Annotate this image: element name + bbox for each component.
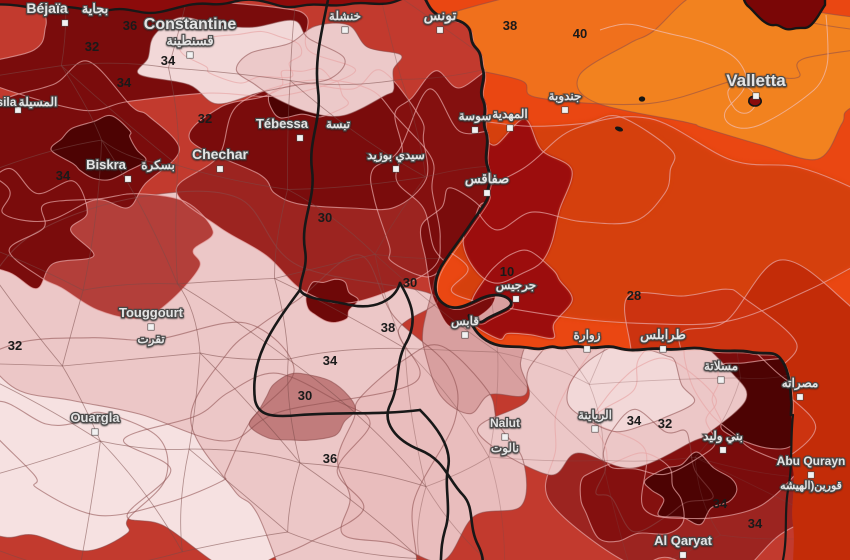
svg-text:بسكرة: بسكرة: [141, 158, 175, 173]
svg-text:32: 32: [85, 39, 99, 54]
svg-text:خنشلة: خنشلة: [329, 9, 361, 23]
svg-text:38: 38: [381, 320, 395, 335]
svg-text:Béjaïa: Béjaïa: [26, 0, 67, 16]
svg-text:36: 36: [123, 18, 137, 33]
svg-text:36: 36: [323, 451, 337, 466]
svg-text:Al Qaryat: Al Qaryat: [654, 533, 712, 548]
svg-text:نالوت: نالوت: [491, 441, 519, 456]
svg-text:10: 10: [500, 264, 514, 279]
svg-text:28: 28: [627, 288, 641, 303]
svg-text:34: 34: [713, 496, 728, 511]
svg-text:المهدية: المهدية: [492, 107, 528, 122]
svg-text:34: 34: [323, 353, 338, 368]
svg-text:جرجيس: جرجيس: [496, 278, 536, 293]
svg-text:40: 40: [573, 26, 587, 41]
svg-text:Ouargla: Ouargla: [70, 410, 120, 425]
svg-text:34: 34: [627, 413, 642, 428]
svg-text:جندوبة: جندوبة: [549, 89, 582, 104]
svg-text:Abu Qurayn: Abu Qurayn: [777, 454, 846, 468]
svg-text:تونس: تونس: [424, 7, 457, 24]
svg-text:Touggourt: Touggourt: [119, 305, 184, 320]
svg-text:طرابلس: طرابلس: [640, 327, 686, 343]
svg-text:مسلاتة: مسلاتة: [704, 359, 738, 373]
svg-text:الرياينة: الرياينة: [578, 408, 612, 423]
svg-text:صفاقس: صفاقس: [465, 171, 509, 187]
svg-text:34: 34: [117, 75, 132, 90]
svg-text:سوسة: سوسة: [459, 109, 492, 124]
svg-text:سيدي بوزيد: سيدي بوزيد: [367, 148, 425, 163]
svg-text:المسيلة: المسيلة: [19, 95, 58, 109]
svg-text:30: 30: [298, 388, 312, 403]
svg-text:قورين(الهيشه: قورين(الهيشه: [780, 480, 842, 492]
svg-text:Nalut: Nalut: [490, 416, 520, 430]
svg-text:زوارة: زوارة: [573, 328, 600, 343]
svg-text:30: 30: [403, 275, 417, 290]
svg-text:Constantine: Constantine: [144, 16, 237, 33]
svg-text:32: 32: [658, 416, 672, 431]
svg-text:مصراته: مصراته: [782, 376, 819, 391]
svg-text:قابس: قابس: [451, 314, 479, 329]
svg-text:32: 32: [8, 338, 22, 353]
svg-text:Tébessa: Tébessa: [256, 116, 309, 131]
svg-text:30: 30: [318, 210, 332, 225]
svg-text:32: 32: [198, 111, 212, 126]
svg-text:34: 34: [56, 168, 71, 183]
svg-text:M'sila: M'sila: [0, 95, 17, 109]
svg-text:بني وليد: بني وليد: [703, 429, 743, 444]
svg-text:Chechar: Chechar: [192, 146, 249, 162]
svg-text:34: 34: [161, 53, 176, 68]
svg-text:Valletta: Valletta: [726, 71, 786, 90]
svg-text:قسنطينة: قسنطينة: [166, 33, 213, 48]
svg-text:تقرت: تقرت: [137, 332, 165, 347]
svg-text:بجاية: بجاية: [82, 1, 109, 16]
svg-text:تبسة: تبسة: [326, 117, 351, 131]
svg-text:34: 34: [748, 516, 763, 531]
svg-text:38: 38: [503, 18, 517, 33]
svg-text:Biskra: Biskra: [86, 157, 127, 172]
